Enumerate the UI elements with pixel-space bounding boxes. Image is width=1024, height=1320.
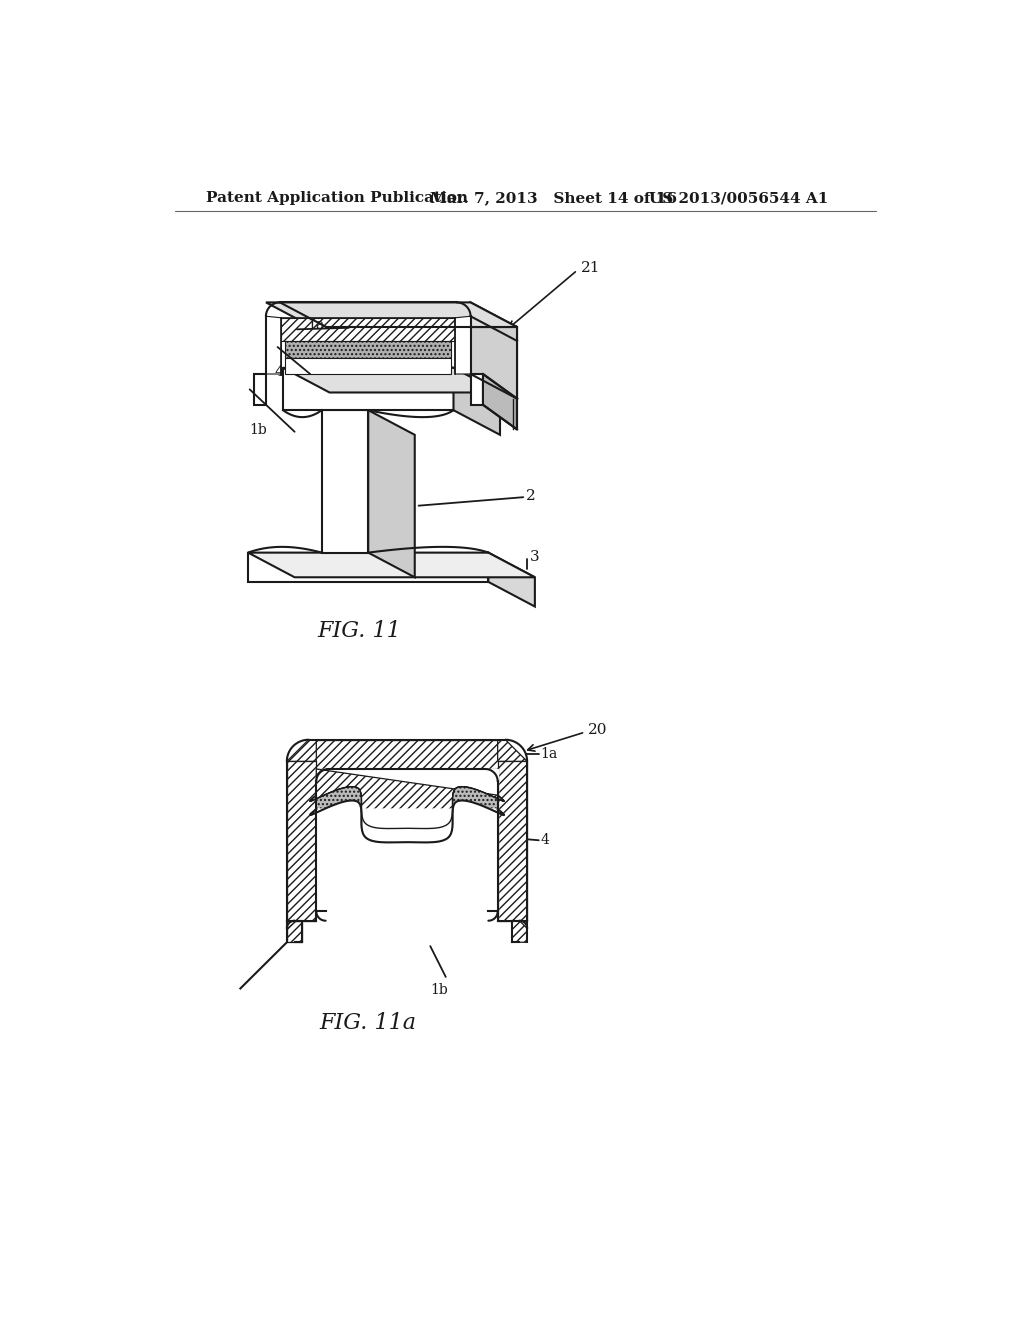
- Polygon shape: [498, 762, 527, 921]
- Text: FIG. 11a: FIG. 11a: [319, 1011, 417, 1034]
- Polygon shape: [498, 739, 527, 762]
- Polygon shape: [471, 302, 517, 399]
- Polygon shape: [454, 368, 500, 434]
- Polygon shape: [310, 787, 504, 842]
- Polygon shape: [286, 341, 452, 358]
- Text: 2: 2: [525, 488, 536, 503]
- Text: 4: 4: [274, 366, 285, 379]
- Text: Mar. 7, 2013   Sheet 14 of 16: Mar. 7, 2013 Sheet 14 of 16: [430, 191, 677, 206]
- Polygon shape: [282, 318, 455, 341]
- Polygon shape: [455, 317, 471, 374]
- Polygon shape: [283, 368, 454, 411]
- Polygon shape: [512, 921, 527, 942]
- Text: 1b: 1b: [250, 424, 267, 437]
- Polygon shape: [369, 411, 415, 577]
- Polygon shape: [266, 302, 517, 327]
- Polygon shape: [310, 800, 504, 842]
- Polygon shape: [248, 553, 535, 577]
- Polygon shape: [266, 317, 282, 374]
- Text: 1a: 1a: [541, 747, 557, 762]
- Text: 4: 4: [541, 833, 549, 847]
- Text: 21: 21: [582, 261, 601, 275]
- Polygon shape: [286, 358, 452, 374]
- Text: 20: 20: [588, 723, 607, 737]
- Polygon shape: [316, 770, 498, 921]
- Polygon shape: [471, 374, 483, 405]
- Polygon shape: [248, 553, 488, 582]
- Text: Patent Application Publication: Patent Application Publication: [206, 191, 468, 206]
- Polygon shape: [483, 374, 517, 429]
- Text: FIG. 11: FIG. 11: [317, 620, 400, 643]
- Polygon shape: [308, 739, 506, 770]
- Polygon shape: [254, 374, 266, 405]
- Polygon shape: [322, 411, 369, 553]
- Polygon shape: [287, 739, 316, 762]
- Polygon shape: [287, 762, 316, 921]
- Text: 1b: 1b: [430, 983, 449, 997]
- Polygon shape: [283, 368, 500, 392]
- Text: US 2013/0056544 A1: US 2013/0056544 A1: [649, 191, 828, 206]
- Polygon shape: [310, 770, 504, 829]
- Polygon shape: [287, 921, 302, 942]
- Polygon shape: [488, 553, 535, 607]
- Text: 3: 3: [529, 550, 539, 564]
- Text: 1a: 1a: [307, 318, 324, 331]
